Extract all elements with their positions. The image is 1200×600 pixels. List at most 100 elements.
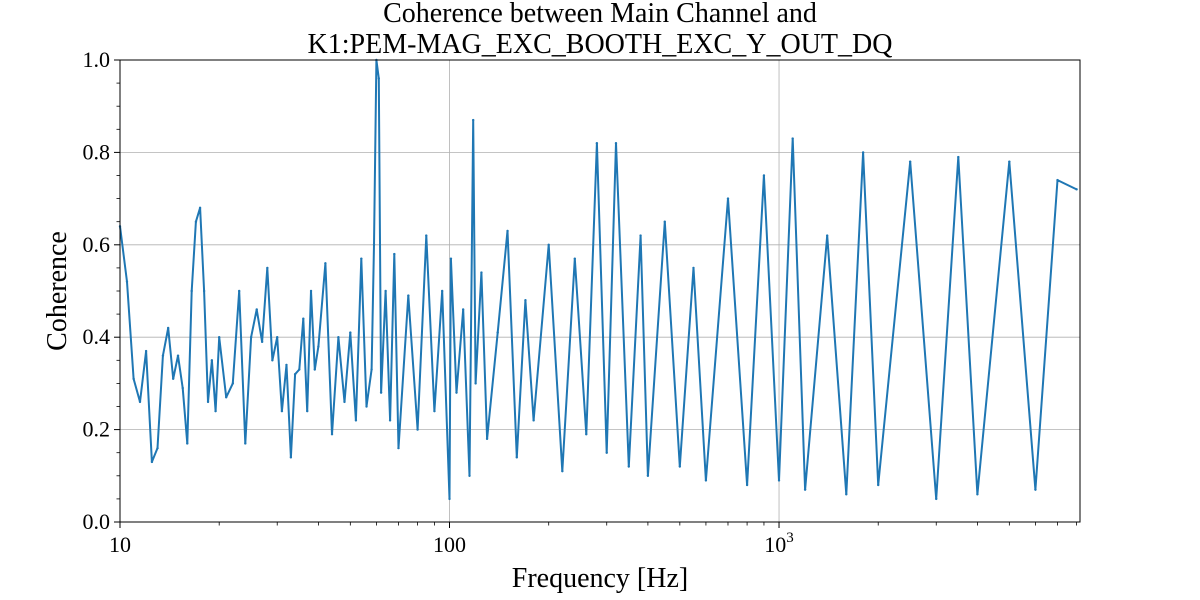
coherence-point [908,160,912,163]
coherence-point [561,469,564,473]
coherence-point [271,359,274,362]
coherence-point [156,446,159,450]
coherence-point [726,197,730,200]
coherence-point [280,409,284,413]
coherence-point [627,465,630,468]
coherence-point [425,234,428,237]
coherence-point [176,354,180,357]
coherence-point [244,442,247,445]
coherence-point [224,396,228,399]
coherence-point [210,359,214,362]
x-tick-labels: 10 100 103 [109,530,794,557]
coherence-point [506,229,509,233]
coherence-point [330,433,334,436]
coherence-point [285,363,288,367]
x-tick-label: 100 [433,532,466,557]
coherence-point [132,377,135,380]
coherence-point [461,308,465,311]
coherence-point [485,437,489,441]
coherence-point [1034,488,1037,491]
coherence-point [161,354,165,357]
coherence-point [825,234,829,237]
coherence-point [777,479,781,482]
coherence-point [957,155,960,159]
y-tick-label: 0.8 [83,139,111,164]
coherence-point [692,266,695,270]
y-axis-label: Coherence [42,231,73,351]
coherence-point [449,257,453,260]
y-tick-label: 0.4 [83,324,111,349]
coherence-point [976,493,979,496]
coherence-point [515,456,518,459]
coherence-point [293,372,297,376]
coherence-point [125,280,129,283]
coherence-point [1056,178,1059,182]
coherence-point [1008,160,1011,163]
coherence-point [166,326,170,330]
coherence-point [639,234,642,237]
coherence-point [585,433,588,436]
coherence-point [150,460,154,464]
coherence-point [471,118,475,122]
coherence-point [372,243,376,246]
coherence-point [343,400,346,404]
data-series [118,58,1078,501]
coherence-point [377,77,380,80]
coherence-point [393,252,396,256]
coherence-point [260,340,264,344]
coherence-point [480,271,483,274]
coherence-point [231,382,235,385]
coherence-point [198,206,202,210]
coherence-point [532,419,535,422]
coherence-point [214,409,217,413]
coherence-point [416,428,419,431]
coherence-point [171,377,175,380]
coherence-point [365,405,368,408]
coherence-point [276,336,279,339]
x-axis-label: Frequency [Hz] [512,563,688,594]
coherence-point [605,451,608,454]
coherence-point [1075,188,1078,191]
coherence-point [317,345,320,348]
coherence-point [474,382,477,385]
chart-title-line1: Coherence between Main Channel and [383,0,817,29]
coherence-point [190,289,193,293]
coherence-point [370,368,373,371]
coherence-point [433,409,436,413]
coherence-point [289,456,293,459]
coherence-point [397,446,400,450]
coherence-point [302,317,305,320]
coherence-point [845,493,848,496]
coherence-point [249,336,253,339]
coherence-point [407,294,410,297]
coherence-point [313,368,316,371]
coherence-point [745,483,749,487]
coherence-point [138,400,142,404]
coherence-point [678,465,682,468]
coherence-point [206,400,210,404]
coherence-point [349,331,352,334]
coherence-point [379,391,383,394]
coherence-point [298,368,301,371]
y-tick-label: 0.6 [83,232,111,257]
coherence-point [194,220,198,223]
y-tick-label: 1.0 [83,47,111,72]
coherence-point [388,419,392,422]
coherence-point [306,409,309,413]
coherence-series-line [119,59,1078,500]
x-tick-label: 103 [764,530,794,557]
plot-frame [119,59,1081,523]
y-tick-labels: 0.0 0.2 0.4 0.6 0.8 1.0 [83,47,111,534]
coherence-point [309,289,313,293]
coherence-point [524,299,527,302]
coherence-point [440,289,444,293]
coherence-point [384,289,387,293]
coherence-point [595,141,599,145]
grid-lines [119,59,1080,523]
coherence-point [324,262,327,265]
x-tick-label: 10 [109,532,131,557]
coherence-point [455,391,458,394]
coherence-point [266,266,269,270]
coherence-point [360,257,363,260]
